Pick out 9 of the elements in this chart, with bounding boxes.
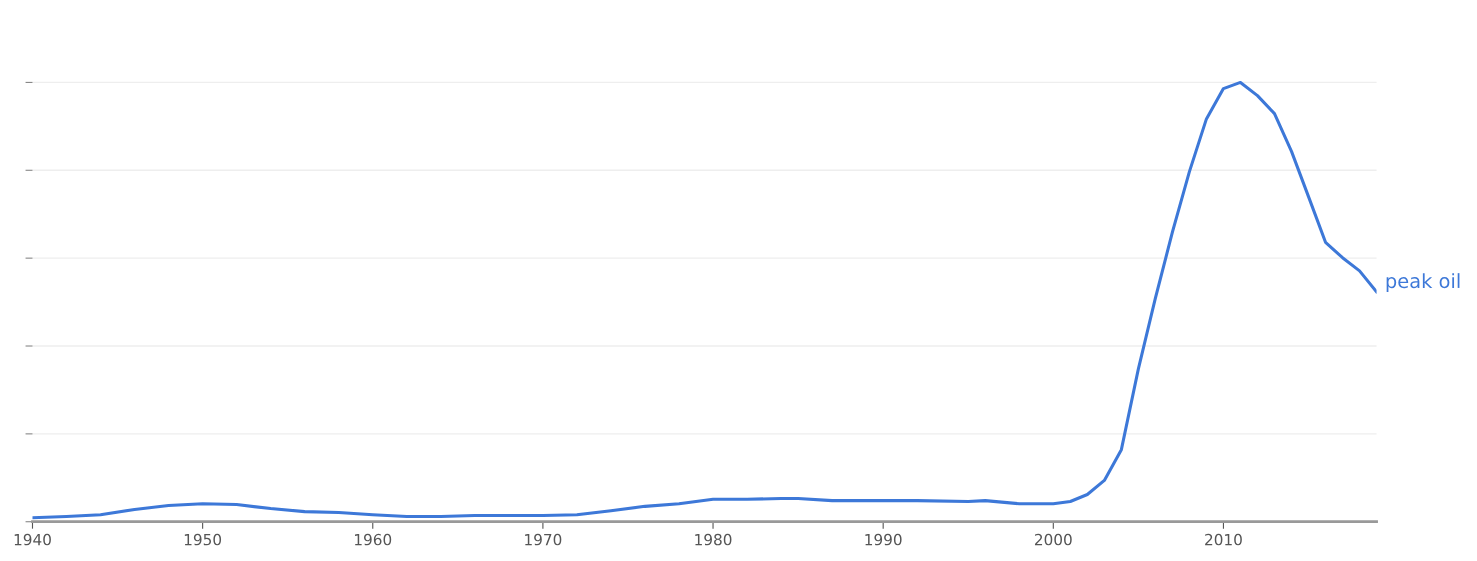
- x-tick-label: 1950: [184, 533, 222, 546]
- x-tick-label: 1990: [865, 533, 902, 546]
- x-tick-label: 1980: [695, 533, 732, 546]
- series-label: peak oil: [1386, 273, 1460, 292]
- x-tick-label: 1960: [355, 533, 392, 546]
- x-tick-label: 1940: [14, 533, 51, 546]
- x-tick-label: 2010: [1205, 533, 1242, 546]
- x-tick-label: 1970: [525, 533, 562, 546]
- x-tick-label: 2000: [1034, 533, 1072, 546]
